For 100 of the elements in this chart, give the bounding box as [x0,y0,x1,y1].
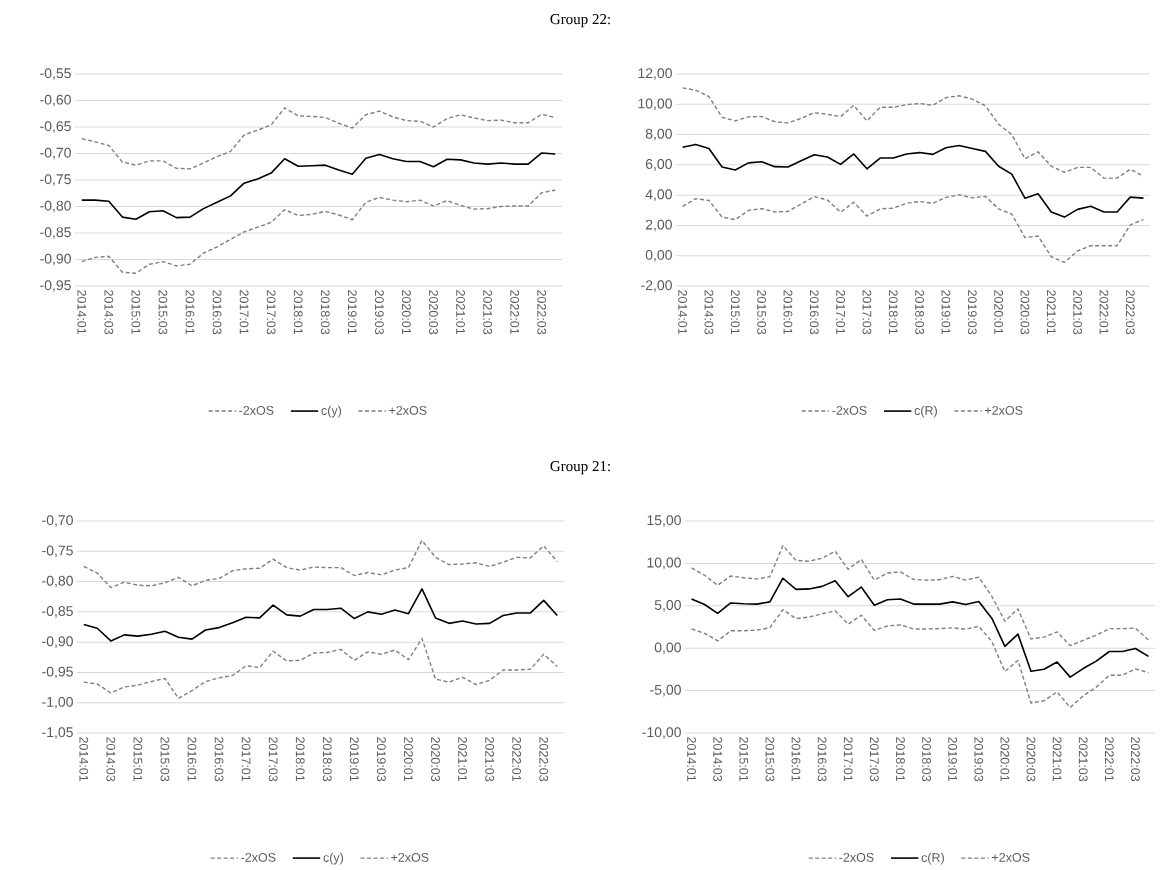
line-series [681,143,1145,218]
x-tick-label: 2018:03 [322,737,332,782]
x-tick-label: 2018:01 [293,290,303,335]
y-tick-label: -1,00 [42,696,73,709]
legend-label: c(R) [914,405,937,418]
y-tick-label: 5,00 [654,600,681,612]
x-tick-label: 2020:03 [431,737,440,782]
y-tick-label: -0,95 [40,280,71,292]
x-tick-label: 2019:03 [974,737,984,782]
y-tick-label: -0,85 [40,227,71,239]
y-tick-label: -0,80 [42,575,73,588]
legend-label: +2xOS [391,852,429,862]
x-tick-label: 2015:03 [765,737,775,782]
x-tick-label: 2020:03 [1026,737,1036,782]
x-tick-label: 2017:01 [836,290,846,335]
x-tick-label: 2016:03 [809,290,819,335]
x-tick-label: 2022:01 [1104,737,1114,782]
y-tick-label: 2,00 [645,219,672,232]
x-tick-label: 2020:03 [1020,290,1030,335]
y-tick-label: 10,00 [638,98,672,111]
x-tick-label: 2017:03 [266,290,276,335]
y-tick-label: -0,85 [42,606,73,618]
x-tick-label: 2017:03 [862,290,872,335]
x-tick-label: 2019:01 [349,737,359,782]
legend-label: -2xOS [241,852,276,862]
x-tick-label: 2020:01 [402,290,411,335]
x-tick-label: 2014:03 [713,737,723,782]
line-series [80,152,557,221]
x-tick-label: 2022:03 [539,737,549,782]
legend-label: -2xOS [832,405,867,415]
x-tick-label: 2014:03 [704,290,714,335]
y-tick-label: -0,55 [40,68,71,80]
x-tick-label: 2021:01 [456,290,465,335]
x-tick-label: 2018:03 [320,290,330,335]
x-tick-label: 2022:03 [537,290,547,335]
y-tick-label: 12,00 [638,68,672,80]
x-tick-label: 2014:01 [687,737,696,782]
x-tick-label: 2021:03 [1078,737,1088,782]
x-tick-label: 2014:01 [678,290,688,335]
x-tick-label: 2021:01 [1046,290,1056,335]
x-tick-label: 2019:03 [374,290,384,335]
x-tick-label: 2022:01 [510,290,520,335]
x-tick-label: 2016:03 [214,737,224,782]
x-tick-label: 2018:03 [915,290,925,335]
x-tick-label: 2019:01 [948,737,958,782]
x-tick-label: 2016:01 [791,737,801,782]
chart-title: Group 21: [550,461,610,475]
y-tick-label: 4,00 [645,189,672,201]
x-tick-label: 2022:01 [512,737,522,782]
line-series [81,189,556,274]
x-tick-label: 2018:01 [295,737,305,782]
line-series [81,107,556,170]
y-tick-label: 6,00 [645,159,672,171]
x-tick-label: 2021:01 [1052,737,1062,782]
line-series [83,637,558,700]
x-tick-label: 2015:01 [131,290,141,335]
x-tick-label: 2019:01 [941,290,951,335]
y-tick-label: -0,90 [42,636,73,648]
y-tick-label: 10,00 [647,557,681,570]
x-tick-label: 2015:03 [160,737,170,782]
x-tick-label: 2016:01 [187,737,197,782]
x-tick-label: 2021:01 [458,737,467,782]
legend-label: -2xOS [239,405,274,415]
x-tick-label: 2021:03 [1073,290,1083,335]
legend-label: +2xOS [985,405,1023,415]
x-tick-label: 2017:01 [239,290,249,335]
x-tick-label: 2015:03 [757,290,767,335]
y-tick-label: -0,65 [40,121,71,133]
chart-title: Group 22: [550,14,610,28]
x-tick-label: 2014:01 [77,290,87,335]
y-tick-label: 15,00 [647,515,681,527]
x-tick-label: 2016:01 [783,290,793,335]
y-tick-label: -0,70 [42,515,73,527]
y-tick-label: -0,95 [42,666,73,679]
y-tick-label: -0,70 [40,147,71,160]
x-tick-label: 2020:01 [1000,737,1010,782]
x-tick-label: 2021:03 [483,290,493,335]
x-tick-label: 2019:03 [967,290,977,335]
x-tick-label: 2020:01 [994,290,1004,335]
x-tick-label: 2022:03 [1131,737,1140,782]
x-tick-label: 2021:03 [485,737,495,782]
x-tick-label: 2022:03 [1125,290,1135,335]
x-tick-label: 2022:01 [1099,290,1109,335]
y-tick-label: 8,00 [645,128,672,141]
x-tick-label: 2014:01 [79,737,89,782]
x-tick-label: 2014:03 [106,737,116,782]
legend-label: +2xOS [389,405,427,415]
x-tick-label: 2015:03 [158,290,168,335]
x-tick-label: 2016:03 [817,737,827,782]
y-tick-label: -1,05 [42,727,73,739]
x-tick-label: 2015:01 [730,290,740,335]
x-tick-label: 2017:03 [268,737,278,782]
x-tick-label: 2016:03 [212,290,222,335]
x-tick-label: 2015:01 [739,737,749,782]
legend-label: +2xOS [992,852,1030,862]
legend-label: c(R) [921,852,944,865]
y-tick-label: 0,00 [645,249,672,262]
x-tick-label: 2020:03 [429,290,438,335]
x-tick-label: 2018:01 [896,737,905,782]
y-tick-label: -0,75 [42,545,73,558]
